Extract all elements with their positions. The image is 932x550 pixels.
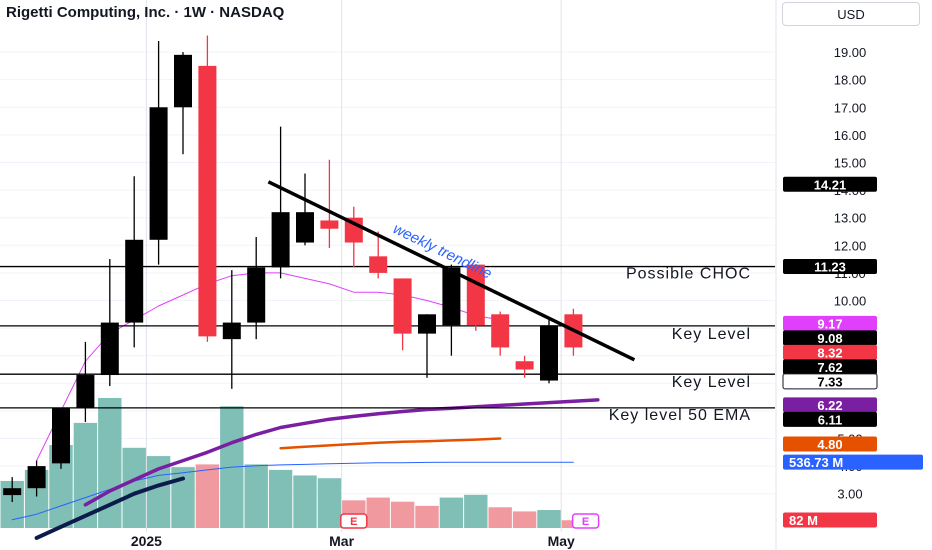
y-tick-label: 17.00 — [834, 100, 867, 115]
currency-button[interactable]: USD — [782, 2, 920, 26]
orange-line — [279, 437, 502, 450]
price-badge-label: 14.21 — [814, 177, 847, 192]
candle-body — [222, 322, 241, 340]
candle-body — [369, 256, 388, 273]
volume-bar — [49, 445, 73, 528]
volume-pane — [0, 398, 586, 528]
price-badge — [783, 330, 877, 346]
y-tick-label: 3.00 — [837, 487, 862, 502]
time-axis: 2025 Mar May — [131, 533, 575, 549]
candle-body — [174, 54, 192, 108]
volume-ma-line — [11, 461, 574, 521]
earnings-marker-box — [340, 513, 368, 529]
candle-body — [491, 314, 510, 348]
x-tick-label: Mar — [329, 533, 354, 549]
key-level-label: Key level 50 EMA — [609, 407, 751, 424]
key-levels: Possible CHOC Key Level Key Level Key level… — [0, 266, 775, 424]
price-badge-label: 6.11 — [818, 412, 843, 427]
candle-body — [52, 408, 70, 464]
candle-body — [418, 314, 436, 334]
volume-badge — [783, 454, 923, 470]
volume-bar — [146, 456, 171, 528]
price-badge — [782, 373, 878, 390]
volume-bar — [195, 464, 220, 528]
price-badge — [783, 411, 877, 427]
candle-body — [540, 325, 558, 381]
candle-body — [247, 267, 266, 323]
candle-body — [442, 267, 461, 326]
candlesticks — [3, 35, 583, 502]
price-badge — [783, 176, 877, 192]
y-tick-label: 15.00 — [834, 155, 867, 170]
price-badge-label: 9.17 — [817, 316, 842, 331]
price-badge-label: 9.08 — [817, 331, 842, 346]
volume-bar — [512, 511, 537, 528]
candle-body — [149, 107, 168, 240]
price-badge — [783, 315, 877, 331]
earnings-marker-label: E — [350, 516, 357, 528]
candle-body — [515, 361, 534, 370]
earnings-marker-box — [571, 513, 600, 529]
volume-bar — [537, 510, 561, 528]
volume-bar — [464, 494, 488, 528]
price-badge-label: 7.33 — [817, 374, 842, 389]
price-badge — [783, 436, 877, 452]
volume-bar — [171, 467, 195, 528]
candle-body — [198, 65, 217, 337]
ema-50-line — [83, 398, 600, 507]
price-badge-label: 4.80 — [817, 437, 842, 452]
y-tick-label: 13.00 — [834, 211, 867, 226]
y-tick-label: 12.00 — [834, 238, 867, 253]
volume-bar — [488, 507, 512, 528]
y-tick-label: 19.00 — [834, 45, 867, 60]
candle-body — [27, 466, 46, 489]
earnings-marker-label: E — [582, 516, 589, 528]
price-badge — [783, 344, 877, 360]
volume-bar — [366, 497, 390, 528]
ema-long-line — [34, 476, 185, 540]
price-badge-label: 11.23 — [814, 260, 846, 275]
y-tick-label: 18.00 — [834, 73, 867, 88]
key-level-label: Possible CHOC — [626, 266, 751, 283]
y-tick-label: 16.00 — [834, 128, 867, 143]
candle-body — [3, 488, 22, 496]
x-tick-label: 2025 — [131, 533, 162, 549]
volume-bar — [268, 469, 293, 528]
candle-body — [296, 212, 314, 243]
price-badge-label: 6.22 — [817, 398, 842, 413]
price-badge — [783, 359, 877, 375]
x-tick-label: May — [548, 533, 575, 549]
volume-bar — [390, 501, 415, 528]
volume-bar — [244, 464, 268, 528]
price-badge — [783, 259, 877, 275]
candle-body — [271, 212, 290, 268]
volume-bar — [122, 447, 146, 528]
y-tick-label: 10.00 — [834, 294, 867, 309]
chart-title: Rigetti Computing, Inc. · 1W · NASDAQ — [6, 4, 285, 21]
volume-bar — [293, 475, 317, 528]
price-badge-label: 8.32 — [817, 345, 842, 360]
price-axis: 3.004.005.006.007.008.009.0010.0011.0012… — [782, 45, 923, 528]
volume-bar — [415, 505, 439, 528]
candle-body — [393, 278, 412, 334]
volume-bar — [439, 497, 464, 528]
candle-body — [76, 375, 95, 409]
volume-bar — [317, 478, 342, 528]
trendline — [267, 180, 636, 362]
candle-body — [125, 239, 144, 323]
price-badge-label: 7.62 — [817, 360, 842, 375]
price-badge — [783, 397, 877, 413]
key-level-label: Key Level — [672, 374, 751, 391]
volume-badge — [783, 512, 877, 528]
key-level-label: Key Level — [672, 326, 751, 343]
candle-body — [320, 220, 339, 229]
volume-badge-label: 536.73 M — [789, 455, 843, 470]
candle-body — [100, 322, 119, 376]
volume-badge-label: 82 M — [789, 513, 818, 528]
